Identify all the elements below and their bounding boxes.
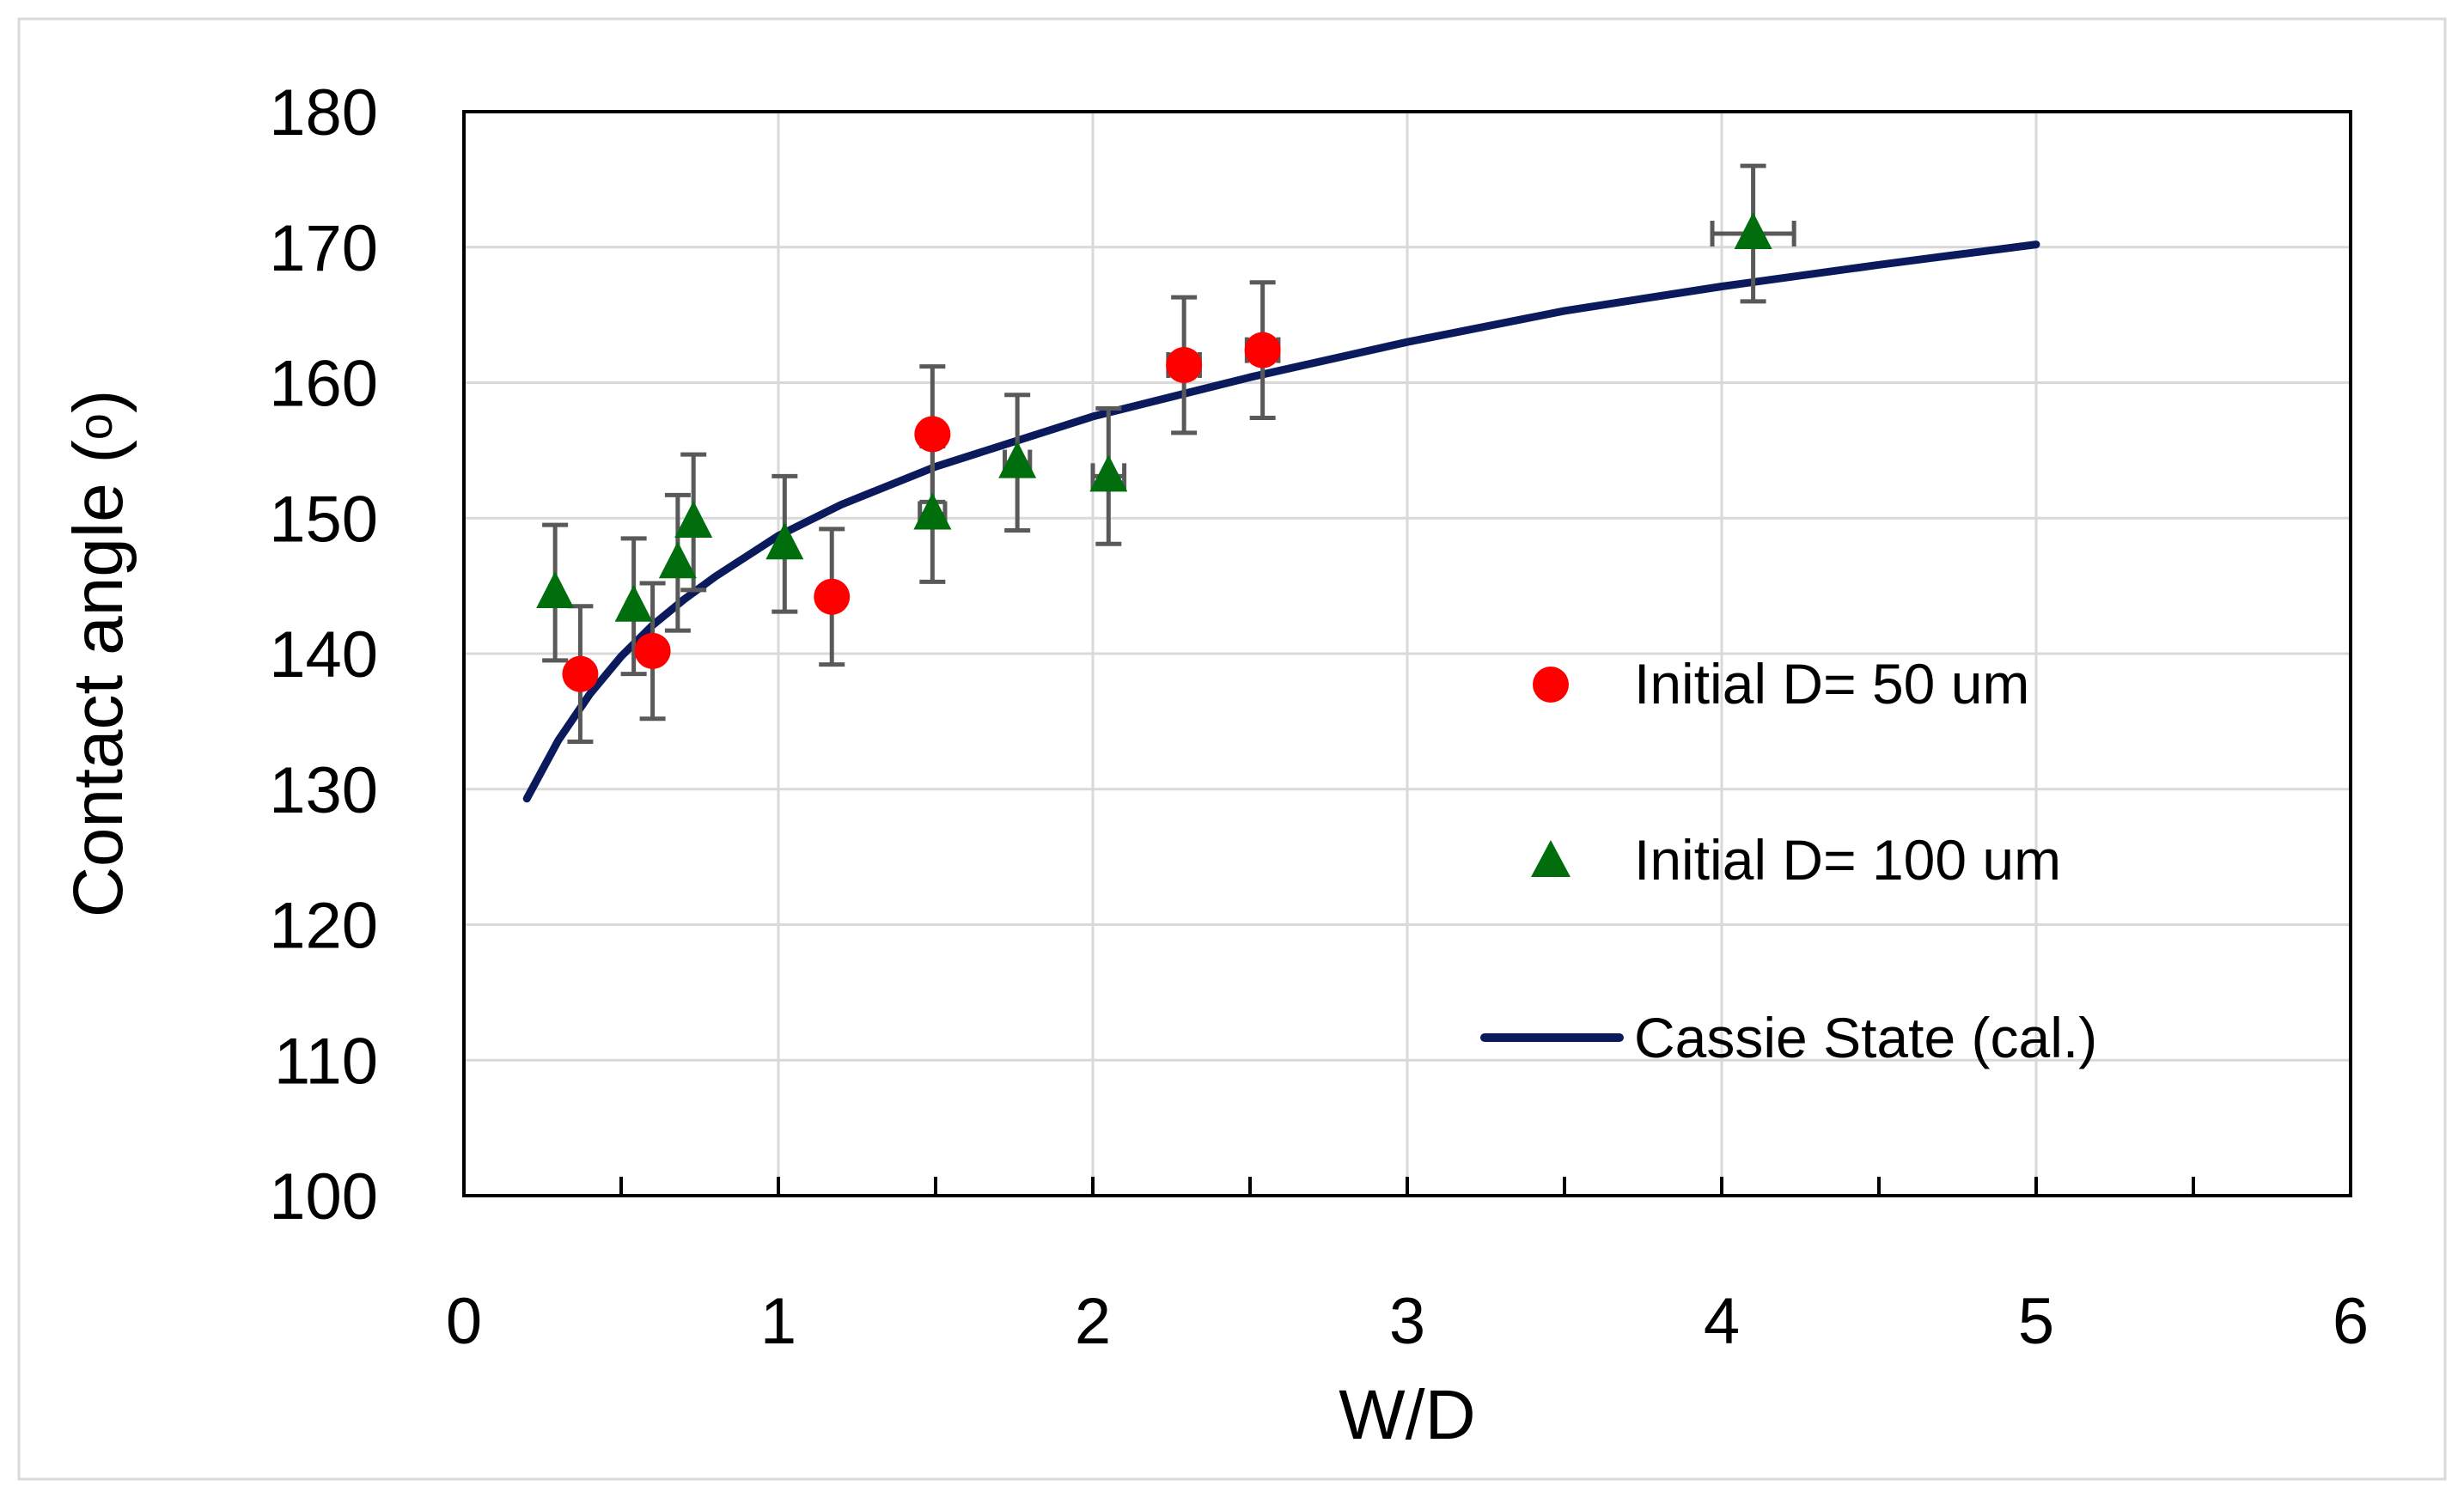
chart-frame <box>17 17 2447 1481</box>
y-tick-labels: 100 110 120 130 140 150 160 170 180 <box>269 76 378 1233</box>
y-axis-title-close: ) <box>59 390 137 413</box>
y-axis-title: Contact angle (o) <box>59 390 137 918</box>
x-axis-title: W/D <box>1339 1376 1475 1454</box>
data-point-d50 <box>814 578 851 615</box>
y-tick-label: 160 <box>269 348 378 421</box>
gridlines <box>464 112 2351 1196</box>
data-point-d100 <box>998 441 1037 478</box>
legend-label-d50: Initial D= 50 um <box>1634 652 2029 716</box>
marker-layer <box>536 211 1772 692</box>
y-axis-title-degree-symbol: o <box>68 413 122 440</box>
data-point-d100 <box>765 522 804 560</box>
y-tick-label: 140 <box>269 618 378 691</box>
x-tick-label: 1 <box>760 1285 796 1358</box>
y-tick-label: 120 <box>269 890 378 963</box>
data-point-d100 <box>1734 211 1772 249</box>
y-axis-title-text: Contact angle (o) <box>59 390 137 918</box>
legend-marker-d100 <box>1531 840 1570 877</box>
x-tick-labels: 0 1 2 3 4 5 6 <box>446 1285 2369 1358</box>
y-tick-label: 110 <box>274 1025 378 1098</box>
data-point-d100 <box>674 500 713 538</box>
data-point-d100 <box>1089 454 1128 492</box>
x-tick-label: 4 <box>1704 1285 1740 1358</box>
x-axis-tick-marks <box>619 1177 2195 1196</box>
x-tick-label: 0 <box>446 1285 482 1358</box>
y-tick-label: 170 <box>269 212 378 285</box>
legend-label-cassie: Cassie State (cal.) <box>1634 1006 2097 1069</box>
x-tick-label: 5 <box>2018 1285 2054 1358</box>
data-point-d50 <box>562 655 599 692</box>
y-axis-title-label: Contact angle ( <box>59 440 137 917</box>
series-line-layer <box>522 241 2040 803</box>
data-point-d100 <box>913 492 952 530</box>
legend-marker-d50 <box>1533 667 1569 703</box>
data-point-d50 <box>634 632 671 669</box>
data-point-d100 <box>658 541 697 579</box>
data-point-d50 <box>1166 346 1203 383</box>
data-point-d50 <box>1244 332 1281 368</box>
y-tick-label: 100 <box>269 1160 378 1233</box>
legend-label-d100: Initial D= 100 um <box>1634 828 2061 892</box>
y-tick-label: 180 <box>269 76 378 149</box>
y-tick-label: 130 <box>269 754 378 827</box>
y-tick-label: 150 <box>269 483 378 556</box>
x-tick-label: 3 <box>1389 1285 1425 1358</box>
data-point-d50 <box>914 416 951 453</box>
x-tick-label: 6 <box>2333 1285 2369 1358</box>
series-line-cassie-state <box>522 241 2040 803</box>
legend: Initial D= 50 um Initial D= 100 um Cassi… <box>1480 652 2097 1069</box>
data-point-d100 <box>536 571 575 609</box>
x-tick-label: 2 <box>1075 1285 1111 1358</box>
data-point-d100 <box>614 584 653 622</box>
